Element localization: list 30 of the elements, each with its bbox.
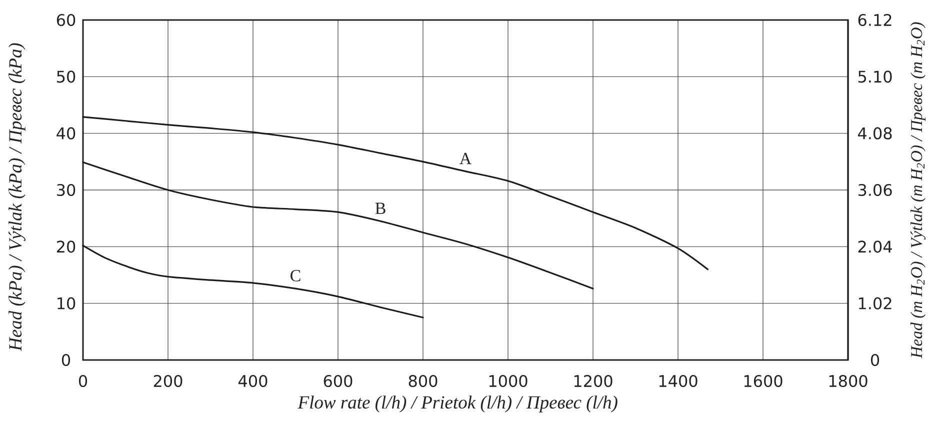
y-tick-label: 50: [57, 70, 76, 83]
x-tick-label: 1800: [829, 374, 868, 388]
y2-tick-label: 1.02: [858, 297, 892, 310]
x-tick-label: 800: [408, 374, 438, 388]
y2-tick-label: 5.10: [858, 70, 892, 83]
x-tick-label: 200: [154, 374, 182, 388]
y2-tick-label: 0: [870, 354, 880, 366]
y2-tick-label: 3.06: [858, 184, 892, 196]
y2-axis-title: Head (m H$_{2}$O) / Výtlak (m H$_{2}$O) / Превес (m H$_{2}$O): [910, 22, 926, 358]
y-axis-title: Head (kPa) / Výtlak (kPa) / Превес (kPa): [8, 43, 26, 352]
y-tick-label: 0: [62, 354, 70, 366]
series-label: C: [290, 270, 300, 282]
y-tick-label: 40: [56, 127, 76, 140]
x-tick-label: 600: [324, 374, 352, 388]
y-tick-label: 60: [56, 14, 76, 26]
x-tick-label: 0: [78, 374, 88, 388]
x-tick-label: 400: [238, 374, 268, 388]
x-axis-title: Flow rate (l/h) / Prietok (l/h) / Превес (l/h): [298, 396, 618, 412]
y-tick-label: 20: [56, 240, 76, 253]
y-tick-label: 10: [58, 297, 76, 310]
x-tick-label: 1400: [659, 374, 698, 388]
series-label: A: [460, 152, 472, 164]
y2-tick-label: 6.12: [858, 14, 892, 26]
y2-tick-label: 4.08: [858, 127, 892, 140]
x-tick-label: 1000: [489, 374, 528, 388]
x-tick-label: 1200: [574, 374, 612, 388]
y-tick-label: 30: [57, 184, 76, 196]
series-label: B: [375, 202, 386, 214]
y2-tick-label: 2.04: [858, 240, 892, 253]
x-tick-label: 1600: [744, 374, 782, 388]
